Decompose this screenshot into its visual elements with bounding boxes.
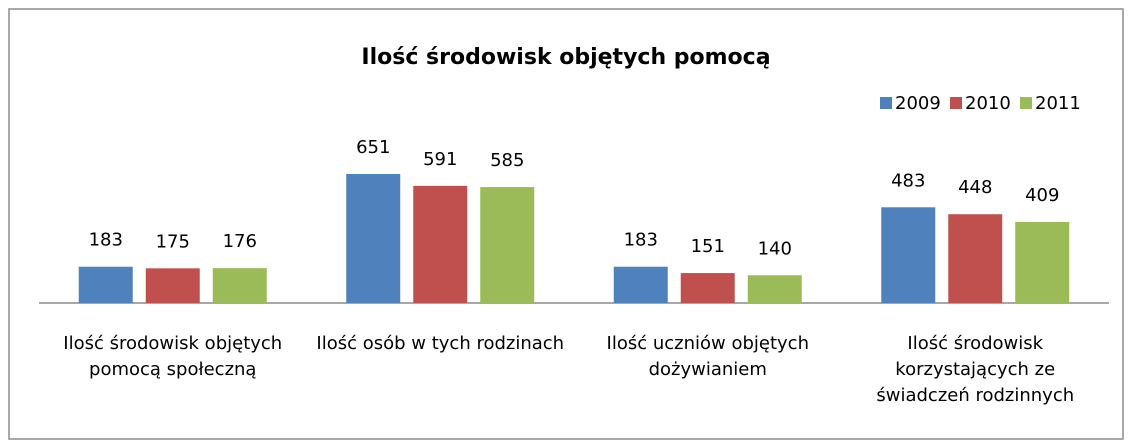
data-label: 151 (691, 236, 725, 257)
bar (78, 266, 133, 303)
x-tick-label: Ilość środowisk korzystających ze świadc… (876, 333, 1075, 406)
data-label: 183 (89, 230, 123, 251)
data-label: 585 (490, 150, 524, 171)
legend-label: 2009 (895, 93, 941, 114)
bar (613, 266, 668, 303)
chart-frame (8, 8, 1124, 440)
bar (346, 174, 401, 303)
legend-swatch (950, 97, 962, 109)
legend-label: 2011 (1035, 93, 1081, 114)
bar (480, 187, 535, 303)
x-tick-label: Ilość osób w tych rodzinach (316, 333, 565, 354)
x-tick-label: Ilość uczniów objętych dożywianiem (606, 333, 809, 380)
data-label: 175 (156, 231, 190, 252)
bar (1015, 221, 1070, 303)
legend-swatch (1020, 97, 1032, 109)
legend-swatch (880, 97, 892, 109)
bar (747, 275, 802, 303)
x-tick-label: Ilość środowisk objętych pomocą społeczn… (63, 333, 283, 380)
data-label: 176 (223, 231, 257, 252)
data-label: 183 (624, 230, 658, 251)
legend-label: 2010 (965, 93, 1011, 114)
bar (948, 214, 1003, 303)
data-label: 591 (423, 149, 457, 170)
bar (680, 273, 735, 303)
data-label: 448 (958, 177, 992, 198)
data-label: 140 (758, 238, 792, 259)
data-label: 409 (1025, 185, 1059, 206)
bar (212, 268, 267, 303)
bar (881, 207, 936, 303)
data-label: 651 (356, 137, 390, 158)
bar (145, 268, 200, 303)
bar (413, 185, 468, 303)
data-label: 483 (891, 170, 925, 191)
chart-title: Ilość środowisk objętych pomocą (361, 45, 770, 70)
